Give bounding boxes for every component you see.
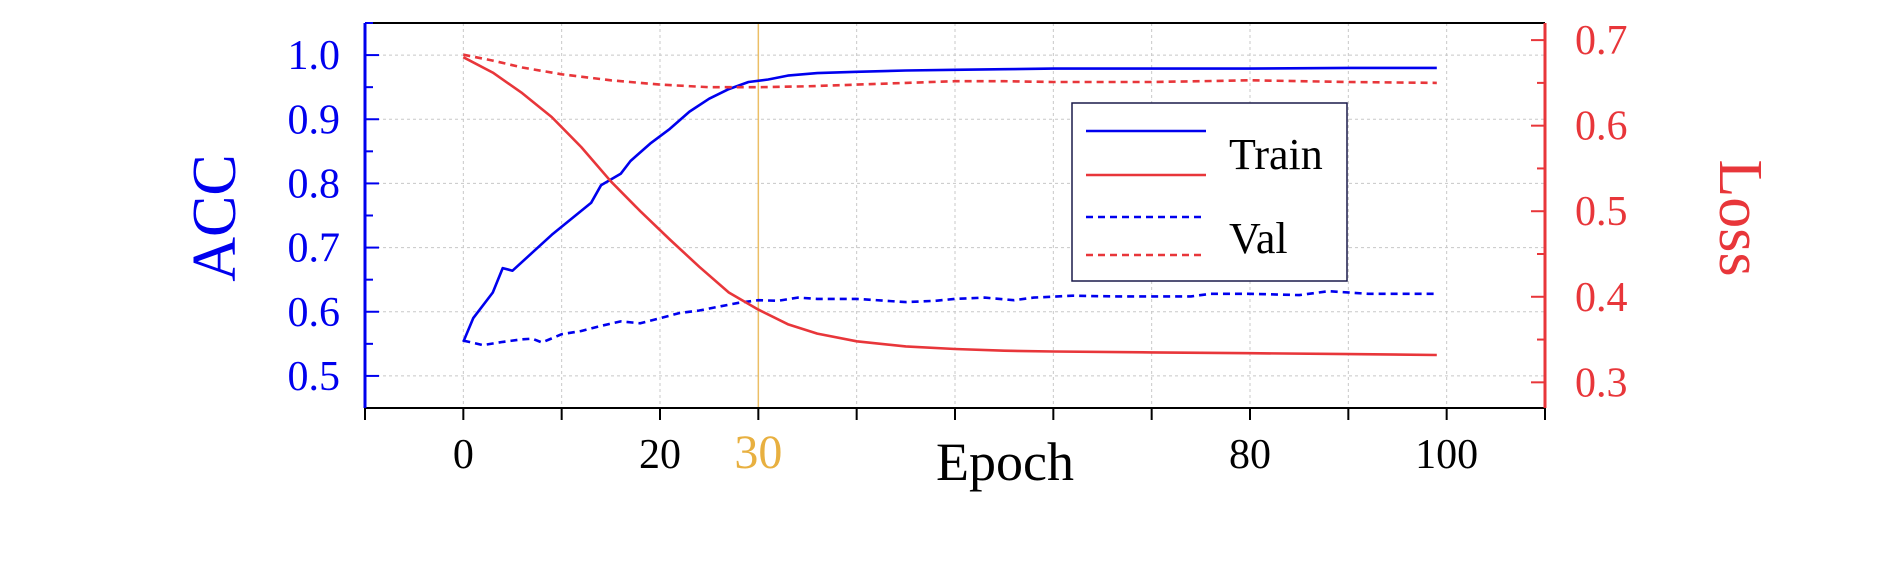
y-right-tick-label: 0.7	[1575, 18, 1628, 64]
legend-label-train: Train	[1229, 130, 1323, 179]
y-right-axis-title: Loss	[1706, 159, 1774, 276]
y-left-tick-label: 0.8	[288, 161, 341, 207]
series-line-acc-solid	[462, 66, 1437, 343]
series-line-loss-solid	[462, 56, 1437, 357]
y-left-tick-label: 0.9	[288, 97, 341, 143]
x-axis-title: Epoch	[936, 432, 1074, 492]
legend: Train Val	[1071, 102, 1348, 282]
y-left-tick-label: 0.7	[288, 226, 341, 272]
x-tick-label: 20	[639, 432, 681, 478]
x-tick-label: 0	[453, 432, 474, 478]
series-layer	[462, 53, 1437, 357]
legend-box	[1071, 102, 1348, 282]
axis-ticks	[364, 22, 1546, 420]
legend-label-val: Val	[1229, 214, 1288, 263]
y-left-tick-label: 0.5	[288, 354, 341, 400]
axis-labels: 0 20 30 80 100 0.5 0.6 0.7 0.8 0.9 1.0 0.3 0.4 0.5 0.6…	[181, 18, 1774, 492]
y-right-tick-label: 0.6	[1575, 104, 1628, 150]
y-left-tick-label: 0.6	[288, 290, 341, 336]
y-right-tick-label: 0.3	[1575, 360, 1628, 406]
series-line-acc-dashed	[463, 289, 1437, 347]
y-left-tick-label: 1.0	[288, 33, 341, 79]
series-line-loss-dashed	[463, 53, 1437, 89]
y-right-tick-label: 0.5	[1575, 189, 1628, 235]
y-right-tick-label: 0.4	[1575, 275, 1628, 321]
x-tick-label: 100	[1415, 432, 1478, 478]
x-tick-label: 80	[1229, 432, 1271, 478]
x-tick-label: 30	[734, 426, 782, 479]
y-left-axis-title: ACC	[181, 154, 249, 281]
